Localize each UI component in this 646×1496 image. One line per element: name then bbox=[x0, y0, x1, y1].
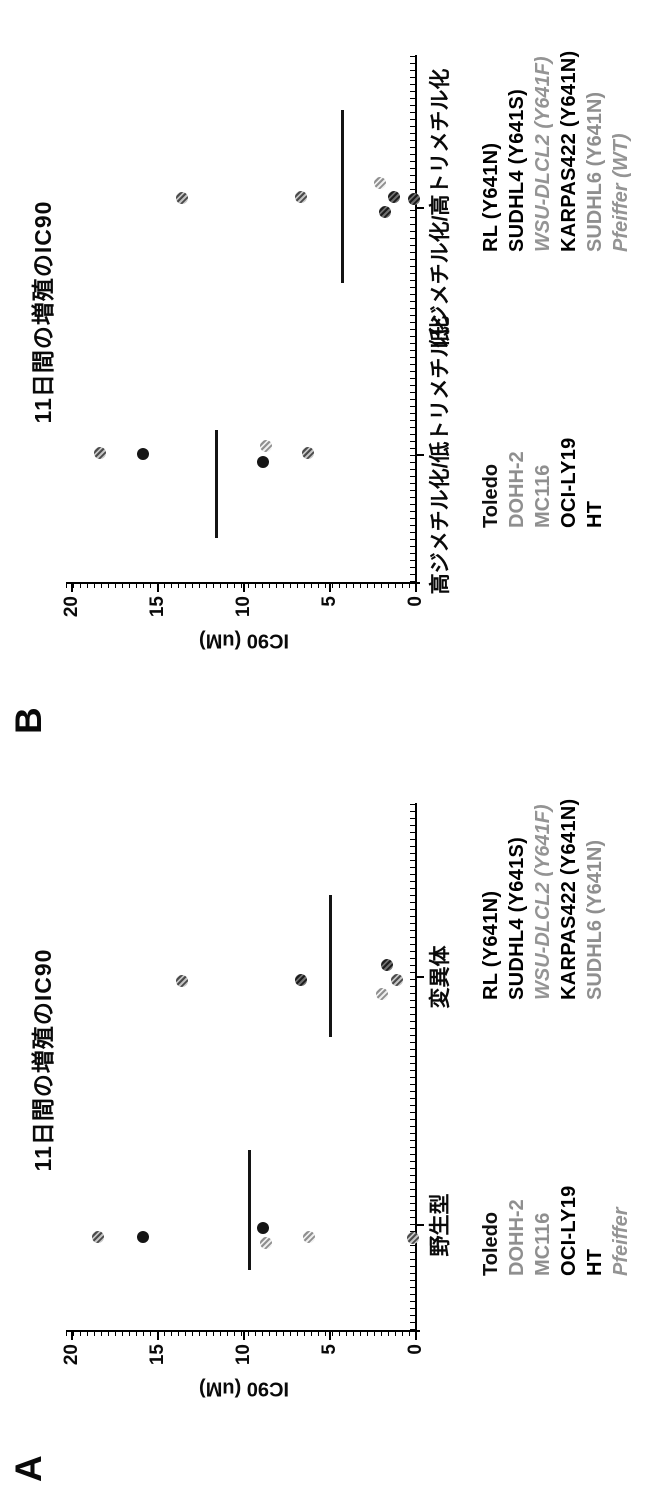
y-axis-tick bbox=[329, 582, 331, 592]
legend-item: RL (Y641N) bbox=[480, 890, 502, 1000]
legend-item: SUDHL4 (Y641S) bbox=[506, 836, 528, 1000]
panel-b: B 11日間の増殖のIC90 IC90 (uM) 0 5 10 15 20 高ジメチル化/… bbox=[8, 51, 634, 734]
y-axis-tick bbox=[243, 582, 245, 592]
category-label: 変異体 bbox=[429, 945, 452, 1009]
legend-item: OCI-LY19 bbox=[558, 437, 580, 528]
x-axis-minor-ticks bbox=[410, 55, 415, 582]
x-axis-minor-ticks bbox=[410, 803, 415, 1330]
y-tick-label: 5 bbox=[319, 596, 340, 607]
y-tick-label: 5 bbox=[319, 1344, 340, 1355]
mean-line bbox=[214, 430, 218, 538]
legend-item: WSU-DLCL2 (Y641F) bbox=[532, 804, 554, 1000]
data-point bbox=[408, 193, 421, 205]
legend-item: KARPAS422 (Y641N) bbox=[558, 50, 580, 252]
mean-line bbox=[247, 1150, 251, 1270]
data-point bbox=[256, 456, 269, 468]
x-axis bbox=[415, 55, 417, 582]
data-point bbox=[387, 191, 400, 203]
legend-item: Toledo bbox=[480, 463, 502, 528]
y-tick-label: 15 bbox=[147, 596, 168, 618]
legend-column: RL (Y641N) SUDHL4 (Y641S) WSU-DLCL2 (Y641F… bbox=[478, 51, 634, 252]
legend-item: MC116 bbox=[532, 1212, 554, 1276]
y-tick-label: 10 bbox=[233, 1344, 254, 1366]
y-axis-tick bbox=[329, 1330, 331, 1340]
y-tick-label: 20 bbox=[61, 1344, 82, 1366]
y-axis-tick bbox=[415, 1330, 417, 1340]
panel-a: A 11日間の増殖のIC90 IC90 (uM) 0 5 10 15 20 野生型 Tole… bbox=[0, 748, 646, 1496]
y-tick-label: 20 bbox=[61, 596, 82, 618]
y-axis-tick bbox=[157, 582, 159, 592]
data-point bbox=[373, 177, 386, 189]
data-point bbox=[176, 975, 189, 987]
legend-item: DOHH-2 bbox=[506, 451, 528, 528]
x-axis bbox=[415, 803, 417, 1330]
data-point bbox=[294, 974, 307, 986]
legend-item: SUDHL6 (Y641N) bbox=[584, 91, 606, 252]
scatter-plot-a: 0 5 10 15 20 野生型 Toledo DOHH-2 MC116 OCI-LY19 HT Pf… bbox=[0, 748, 646, 1496]
data-point bbox=[91, 1231, 104, 1243]
legend-item: HT bbox=[584, 500, 606, 528]
data-point bbox=[176, 192, 189, 204]
y-tick-label: 10 bbox=[233, 596, 254, 618]
y-axis-tick bbox=[71, 582, 73, 592]
data-point bbox=[256, 1222, 269, 1234]
data-point bbox=[406, 1232, 419, 1244]
legend-item: RL (Y641N) bbox=[480, 142, 502, 252]
legend-item: OCI-LY19 bbox=[558, 1185, 580, 1276]
data-point bbox=[93, 447, 106, 459]
legend-item: Pfeiffer (WT) bbox=[610, 133, 632, 252]
y-axis-tick bbox=[415, 582, 417, 592]
legend-item: WSU-DLCL2 (Y641F) bbox=[532, 56, 554, 252]
legend-column: Toledo DOHH-2 MC116 OCI-LY19 HT bbox=[478, 437, 608, 528]
data-point bbox=[136, 1231, 149, 1243]
legend-item: DOHH-2 bbox=[506, 1199, 528, 1276]
y-axis-tick bbox=[243, 1330, 245, 1340]
mean-line bbox=[328, 895, 332, 1037]
legend-column: RL (Y641N) SUDHL4 (Y641S) WSU-DLCL2 (Y641F… bbox=[478, 799, 608, 1000]
legend-item: Toledo bbox=[480, 1211, 502, 1276]
data-point bbox=[260, 1237, 273, 1249]
y-axis-tick bbox=[71, 1330, 73, 1340]
legend-item: KARPAS422 (Y641N) bbox=[558, 798, 580, 1000]
legend-item: MC116 bbox=[532, 464, 554, 528]
legend-item: SUDHL4 (Y641S) bbox=[506, 88, 528, 252]
legend-item: SUDHL6 (Y641N) bbox=[584, 839, 606, 1000]
data-point bbox=[375, 988, 388, 1000]
data-point bbox=[294, 191, 307, 203]
data-point bbox=[391, 974, 404, 986]
legend-item: HT bbox=[584, 1248, 606, 1276]
mean-line bbox=[340, 110, 344, 283]
legend-column: Toledo DOHH-2 MC116 OCI-LY19 HT Pfeiffer bbox=[478, 1185, 634, 1276]
y-tick-label: 15 bbox=[147, 1344, 168, 1366]
legend-item: Pfeiffer bbox=[610, 1207, 632, 1276]
data-point bbox=[260, 440, 273, 452]
category-label: 低ジメチル化/高トリメチル化 bbox=[429, 68, 452, 348]
data-point bbox=[380, 959, 393, 971]
data-point bbox=[136, 448, 149, 460]
category-tick bbox=[417, 207, 424, 209]
data-point bbox=[379, 206, 392, 218]
category-tick bbox=[417, 1224, 424, 1226]
y-axis-tick bbox=[157, 1330, 159, 1340]
data-point bbox=[301, 447, 314, 459]
category-tick bbox=[417, 976, 424, 978]
data-point bbox=[303, 1231, 316, 1243]
category-tick bbox=[417, 454, 424, 456]
scatter-plot-b: 0 5 10 15 20 高ジメチル化/低トリメチル化 Toledo DOHH-2 MC116 O… bbox=[61, 51, 634, 618]
